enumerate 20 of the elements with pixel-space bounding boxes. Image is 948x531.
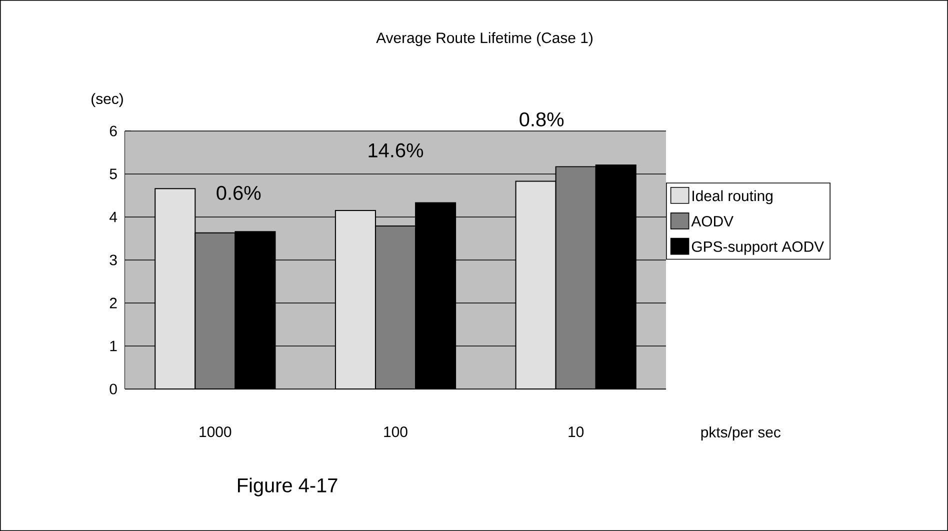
x-tick-label: 100 [384, 426, 408, 438]
caption: Figure 4-17 [238, 478, 338, 496]
annotation: 14.6% [368, 143, 424, 158]
x-axis-title: pkts/per sec [701, 426, 781, 440]
legend-label: AODV [691, 216, 734, 227]
x-tick-label: 10 [568, 426, 584, 438]
x-tick-label: 1000 [200, 426, 232, 438]
legend-label: Ideal routing [692, 190, 772, 204]
chart-title: Average Route Lifetime (Case 1) [376, 32, 592, 46]
text: 0.8% [520, 112, 564, 126]
y-tick-label: 6 [110, 126, 117, 136]
y-tick-label: 4 [110, 212, 118, 222]
y-tick-label: 1 [110, 340, 117, 352]
y-axis-title: (sec) [92, 93, 123, 107]
legend-label: GPS-support AODV [692, 241, 824, 255]
y-tick-label: 3 [110, 254, 117, 266]
y-tick-label: 0 [110, 384, 117, 394]
y-tick-label: 2 [110, 298, 117, 308]
y-tick-label: 5 [110, 168, 117, 180]
annotation: 0.6% [216, 186, 261, 200]
